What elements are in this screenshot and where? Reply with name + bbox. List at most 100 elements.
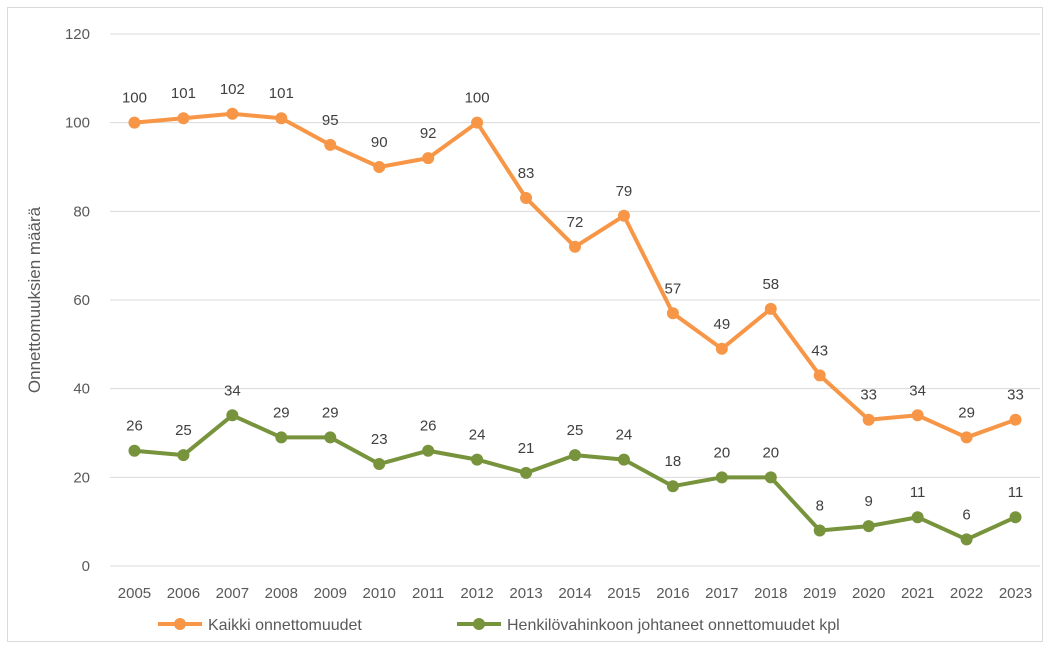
data-point	[569, 449, 581, 462]
gridlines	[110, 33, 1040, 567]
data-label: 26	[126, 418, 143, 435]
data-label: 33	[1007, 387, 1024, 404]
y-axis-ticks: 0 20 40 60 80 100 120	[65, 26, 90, 575]
data-label: 95	[322, 112, 339, 129]
data-point	[275, 112, 288, 125]
data-point	[764, 471, 777, 484]
y-tick-label: 20	[73, 469, 90, 486]
y-tick-label: 40	[73, 381, 90, 398]
data-label: 18	[665, 453, 682, 470]
x-tick-label: 2011	[412, 585, 444, 602]
data-labels: 100 101 102 101 95 90 92 100 83 72 79 57 49 58 43 33 34 2…	[122, 81, 1024, 524]
data-label: 43	[811, 342, 828, 359]
data-label: 29	[322, 404, 339, 421]
series-lines	[128, 107, 1022, 546]
x-tick-label: 2022	[950, 585, 983, 602]
data-point	[373, 458, 386, 471]
data-point	[960, 533, 973, 546]
data-point	[471, 116, 484, 129]
data-point	[617, 209, 630, 222]
data-label: 25	[175, 422, 192, 439]
data-point	[471, 453, 484, 466]
data-label: 29	[958, 404, 975, 421]
data-point	[813, 369, 826, 382]
data-point	[911, 409, 924, 422]
data-label: 34	[224, 382, 241, 399]
data-point	[862, 520, 875, 533]
data-point	[177, 112, 190, 125]
data-point	[715, 342, 728, 355]
legend-label-1: Kaikki onnettomuudet	[208, 617, 362, 634]
data-point	[569, 240, 581, 253]
x-tick-label: 2012	[460, 585, 493, 602]
data-label: 26	[420, 418, 437, 435]
data-label: 24	[469, 427, 486, 444]
data-point	[617, 453, 630, 466]
x-tick-label: 2015	[607, 585, 640, 602]
data-point	[520, 466, 533, 479]
y-tick-label: 80	[73, 203, 90, 220]
x-tick-label: 2007	[216, 585, 249, 602]
data-point	[373, 161, 386, 173]
x-tick-label: 2006	[167, 585, 200, 602]
x-tick-label: 2020	[852, 585, 885, 602]
legend-label-2: Henkilövahinkoon johtaneet onnettomuudet…	[507, 617, 840, 634]
data-label: 20	[762, 444, 779, 461]
data-point	[911, 511, 924, 524]
data-label: 90	[371, 134, 388, 151]
data-label: 21	[518, 440, 535, 457]
x-tick-label: 2005	[118, 585, 151, 602]
data-point	[128, 444, 141, 457]
data-point	[1009, 511, 1022, 524]
data-point	[520, 192, 533, 205]
data-label: 33	[860, 387, 877, 404]
data-label: 83	[518, 165, 535, 182]
data-label: 101	[269, 85, 294, 102]
data-point	[862, 413, 875, 426]
legend-marker-1	[174, 618, 186, 630]
data-point	[813, 524, 826, 537]
x-tick-label: 2019	[803, 585, 836, 602]
data-label: 100	[122, 90, 147, 107]
data-point	[226, 107, 239, 120]
data-label: 25	[567, 422, 584, 439]
data-point	[275, 431, 288, 444]
data-label: 49	[713, 316, 730, 333]
data-label: 101	[171, 85, 196, 102]
x-tick-label: 2016	[656, 585, 689, 602]
data-label: 23	[371, 431, 388, 448]
data-label: 72	[567, 214, 584, 231]
data-point	[1009, 413, 1022, 426]
x-tick-label: 2023	[999, 585, 1032, 602]
data-point	[422, 152, 435, 165]
data-label: 29	[273, 404, 290, 421]
data-point	[422, 444, 435, 457]
data-point	[666, 307, 679, 320]
legend: Kaikki onnettomuudet Henkilövahinkoon joh…	[158, 617, 840, 634]
data-label: 100	[465, 90, 490, 107]
data-point	[666, 480, 679, 493]
data-point	[764, 302, 777, 315]
data-label: 24	[616, 427, 633, 444]
x-tick-label: 2014	[558, 585, 591, 602]
x-tick-label: 2013	[509, 585, 542, 602]
data-label: 11	[1008, 484, 1024, 501]
x-tick-label: 2008	[265, 585, 298, 602]
data-label: 8	[816, 498, 824, 515]
x-tick-label: 2018	[754, 585, 787, 602]
x-tick-label: 2009	[314, 585, 347, 602]
chart-frame	[7, 7, 1043, 642]
data-label: 11	[910, 484, 926, 501]
x-tick-label: 2021	[901, 585, 934, 602]
x-axis-ticks: 2005 2006 2007 2008 2009 2010 2011 2012 2013 2014…	[118, 585, 1032, 602]
x-tick-label: 2017	[705, 585, 738, 602]
y-tick-label: 60	[73, 292, 90, 309]
data-point	[128, 116, 141, 129]
data-label: 58	[762, 276, 779, 293]
data-label: 9	[865, 493, 873, 510]
data-label: 34	[909, 382, 926, 399]
data-point	[960, 431, 973, 444]
data-label: 92	[420, 125, 437, 142]
y-tick-label: 120	[65, 26, 90, 43]
